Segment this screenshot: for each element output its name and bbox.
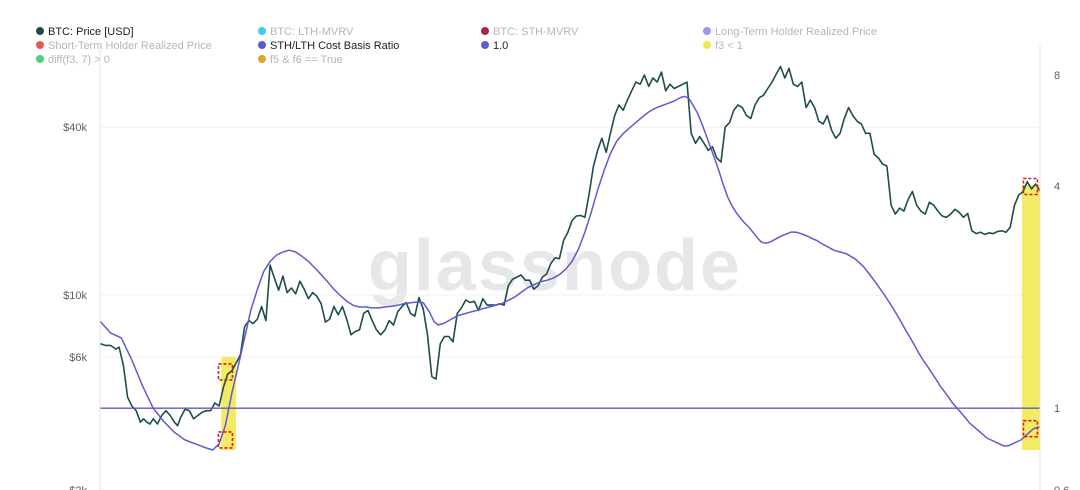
right-tick-label: 4 xyxy=(1054,181,1060,193)
legend-marker xyxy=(36,55,44,63)
left-tick-label: $10k xyxy=(63,290,87,302)
legend-label: 1.0 xyxy=(493,40,508,52)
legend-marker xyxy=(258,27,266,35)
highlight-band xyxy=(1021,185,1040,450)
legend-marker xyxy=(36,27,44,35)
legend-item[interactable]: BTC: LTH-MVRV xyxy=(258,26,354,38)
legend-label: Short-Term Holder Realized Price xyxy=(48,40,212,52)
legend-item[interactable]: STH/LTH Cost Basis Ratio xyxy=(258,40,399,52)
right-tick-label: 1 xyxy=(1054,403,1060,415)
legend-label: BTC: STH-MVRV xyxy=(493,26,579,38)
series-group xyxy=(99,65,1041,451)
legend-marker xyxy=(481,27,489,35)
legend-label: BTC: Price [USD] xyxy=(48,26,134,38)
axes: $2k $6k $10k $40k 0.6 1 4 8 xyxy=(63,45,1069,490)
legend-marker xyxy=(36,41,44,49)
legend: BTC: Price [USD] BTC: LTH-MVRV BTC: STH-MV… xyxy=(36,26,877,66)
signal-box xyxy=(1022,419,1039,438)
signal-boxes xyxy=(217,177,1039,449)
left-tick-label: $2k xyxy=(69,485,87,490)
signal-box xyxy=(1022,177,1039,196)
right-tick-label: 8 xyxy=(1054,70,1060,82)
legend-item[interactable]: f3 < 1 xyxy=(703,40,743,52)
legend-item[interactable]: diff(f3, 7) > 0 xyxy=(36,54,110,66)
legend-marker xyxy=(258,41,266,49)
plot-area: glassnode $2k $6k $10k $40k 0.6 1 4 8 xyxy=(63,45,1069,490)
left-tick-label: $6k xyxy=(69,352,87,364)
legend-marker xyxy=(258,55,266,63)
legend-item[interactable]: f5 & f6 == True xyxy=(258,54,343,66)
btc-price-line xyxy=(99,65,1041,427)
legend-label: Long-Term Holder Realized Price xyxy=(715,26,877,38)
right-tick-label: 0.6 xyxy=(1054,485,1069,490)
legend-item[interactable]: BTC: STH-MVRV xyxy=(481,26,579,38)
legend-marker xyxy=(481,41,489,49)
legend-label: STH/LTH Cost Basis Ratio xyxy=(270,40,399,52)
glassnode-watermark: glassnode xyxy=(368,226,742,306)
legend-item[interactable]: Long-Term Holder Realized Price xyxy=(703,26,877,38)
legend-label: BTC: LTH-MVRV xyxy=(270,26,354,38)
signal-box xyxy=(217,431,234,449)
legend-label: diff(f3, 7) > 0 xyxy=(48,54,110,66)
legend-marker xyxy=(703,27,711,35)
highlight-bands xyxy=(221,185,1040,450)
gridlines xyxy=(100,126,1040,490)
watermark: glassnode xyxy=(368,226,742,306)
legend-item[interactable]: Short-Term Holder Realized Price xyxy=(36,40,212,52)
left-tick-label: $40k xyxy=(63,122,87,134)
legend-label: f5 & f6 == True xyxy=(270,54,343,66)
legend-item[interactable]: 1.0 xyxy=(481,40,508,52)
cost-basis-ratio-line xyxy=(99,95,1041,451)
highlight-band xyxy=(221,357,237,450)
signal-box xyxy=(217,363,234,381)
legend-label: f3 < 1 xyxy=(715,40,743,52)
legend-marker xyxy=(703,41,711,49)
legend-item[interactable]: BTC: Price [USD] xyxy=(36,26,134,38)
